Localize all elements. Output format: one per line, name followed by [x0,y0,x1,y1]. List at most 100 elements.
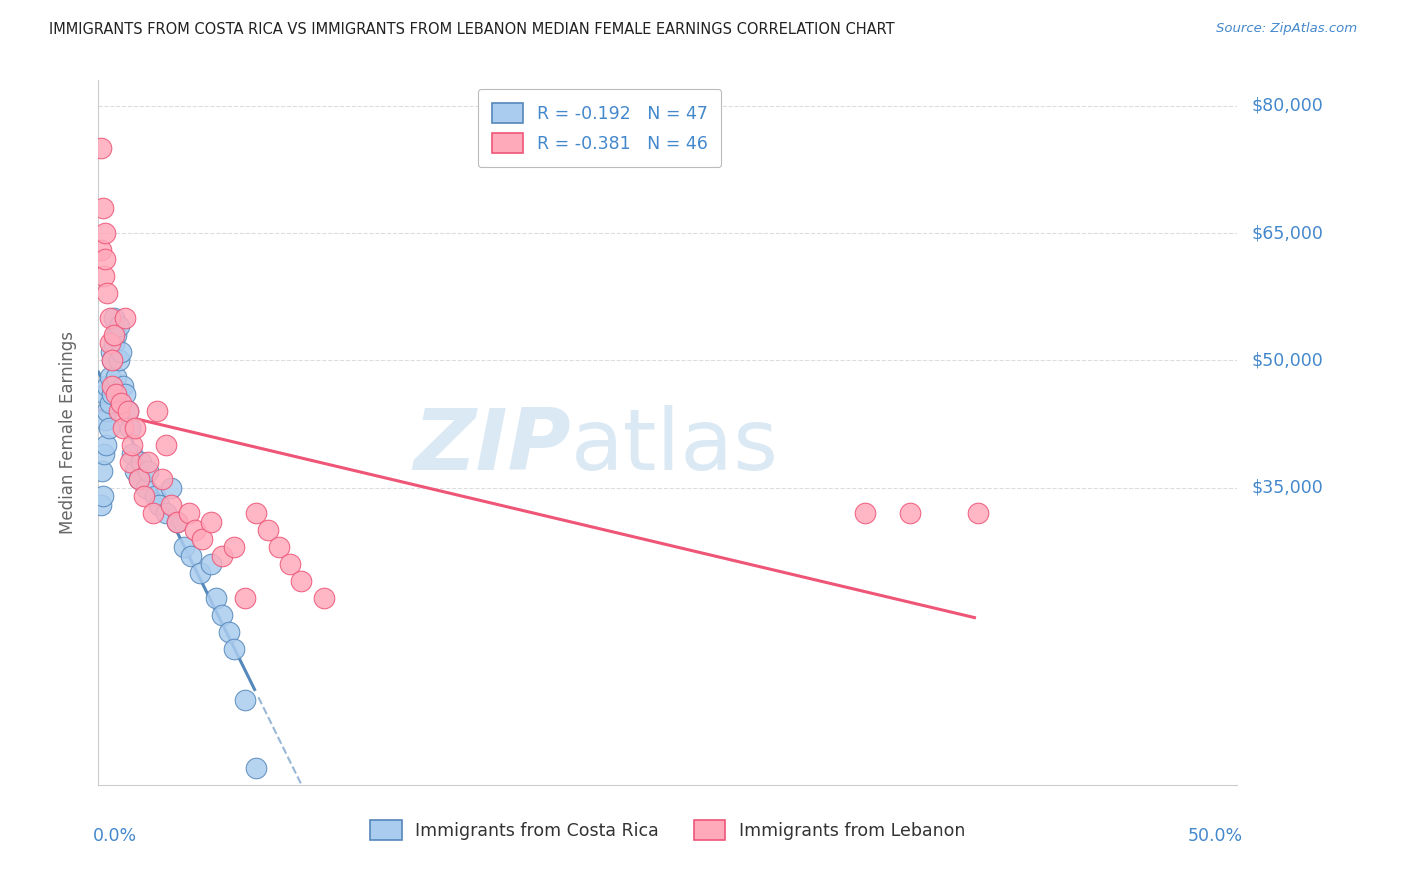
Point [218,625,240,640]
Point [204,591,226,606]
Text: atlas: atlas [571,405,779,488]
Point [94,226,117,240]
Point [129,455,152,469]
Legend: Immigrants from Costa Rica, Immigrants from Lebanon: Immigrants from Costa Rica, Immigrants f… [363,813,973,847]
Text: $80,000: $80,000 [1251,96,1323,115]
Point [105,387,128,401]
Point [98,311,121,326]
Point [118,421,141,435]
Text: ZIP: ZIP [413,405,571,488]
Point [112,379,135,393]
Point [278,558,301,572]
Point [101,353,124,368]
Point [107,353,129,368]
Point [141,506,163,520]
Point [128,472,150,486]
Point [96,438,118,452]
Text: 50.0%: 50.0% [1188,827,1243,846]
Point [91,201,114,215]
Point [121,447,143,461]
Point [180,549,202,563]
Point [256,523,278,537]
Point [245,506,267,520]
Text: $35,000: $35,000 [1251,479,1323,497]
Point [146,404,169,418]
Point [98,396,121,410]
Point [135,481,157,495]
Point [93,268,115,283]
Point [155,438,177,452]
Point [100,345,122,359]
Point [184,523,207,537]
Point [173,540,195,554]
Text: IMMIGRANTS FROM COSTA RICA VS IMMIGRANTS FROM LEBANON MEDIAN FEMALE EARNINGS COR: IMMIGRANTS FROM COSTA RICA VS IMMIGRANTS… [49,22,894,37]
Point [211,549,233,563]
Point [110,345,132,359]
Point [101,379,124,393]
Point [114,311,136,326]
Point [98,370,121,384]
Point [128,472,150,486]
Point [148,498,170,512]
Text: Source: ZipAtlas.com: Source: ZipAtlas.com [1216,22,1357,36]
Point [117,404,139,418]
Point [107,404,129,418]
Point [222,540,245,554]
Point [177,506,200,520]
Point [103,311,125,326]
Point [188,566,211,580]
Point [233,591,256,606]
Point [200,515,222,529]
Point [121,438,143,452]
Point [166,515,188,529]
Point [124,421,146,435]
Point [105,370,128,384]
Text: 0.0%: 0.0% [93,827,136,846]
Point [96,404,118,418]
Point [222,642,245,657]
Point [94,413,117,427]
Point [103,336,125,351]
Point [110,396,132,410]
Point [97,421,120,435]
Text: $65,000: $65,000 [1251,224,1323,242]
Point [90,464,112,478]
Point [93,447,115,461]
Point [91,489,114,503]
Point [233,693,256,707]
Point [101,353,124,368]
Point [105,328,128,343]
Point [101,387,124,401]
Point [98,336,121,351]
Point [245,761,267,775]
Point [211,608,233,623]
Point [94,387,117,401]
Point [114,387,136,401]
Point [96,285,118,300]
Point [159,481,181,495]
Point [117,404,139,418]
Point [898,506,921,520]
Y-axis label: Median Female Earnings: Median Female Earnings [59,331,77,534]
Point [143,489,166,503]
Point [90,243,112,257]
Point [103,328,125,343]
Point [90,141,112,155]
Point [118,455,141,469]
Point [107,319,129,334]
Point [290,574,312,589]
Point [132,489,155,503]
Point [136,464,159,478]
Point [136,455,159,469]
Point [150,472,173,486]
Point [191,532,214,546]
Point [112,421,135,435]
Point [166,515,188,529]
Point [124,464,146,478]
Point [155,506,177,520]
Point [312,591,335,606]
Point [90,498,112,512]
Point [200,558,222,572]
Point [96,379,118,393]
Point [159,498,181,512]
